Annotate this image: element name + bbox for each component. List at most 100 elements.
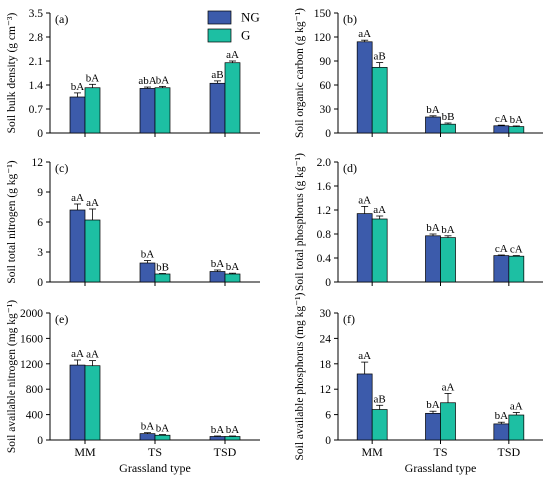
x-axis-title: Grassland type	[405, 461, 477, 475]
panel-d: 0 0.4 0.8 1.2 1.6 2.0 (d) Soil total phosphorus…	[294, 153, 543, 291]
y-axis-title: Soil available phosphorus (mg kg⁻¹)	[294, 292, 306, 460]
y-tick-label: 2000	[20, 308, 43, 320]
bar-g-ts	[154, 434, 171, 441]
significance-label: bA	[141, 421, 155, 433]
significance-label: bA	[441, 224, 455, 236]
y-tick-label: 1200	[20, 359, 43, 371]
legend-label-ng: NG	[241, 10, 260, 25]
y-tick-label: 0.4	[317, 253, 332, 265]
y-tick-label: 6	[325, 410, 331, 422]
y-tick-label: 1.2	[317, 205, 332, 217]
panel-e: 0 400 800 1200 1600 2000 (e) Soil available nit…	[6, 300, 260, 475]
significance-label: bB	[156, 262, 169, 274]
significance-label: bA	[71, 81, 85, 93]
y-axis-title: Soil available nitrogen (mg kg⁻¹)	[6, 300, 18, 453]
significance-label: bA	[141, 249, 155, 261]
significance-label: bB	[442, 111, 455, 123]
panels: 0 0.7 1.4 2.1 2.8 3.5 (a) Soil bulk density (g …	[6, 8, 543, 475]
bar-g-mm	[371, 218, 388, 283]
y-tick-label: 400	[26, 410, 44, 422]
x-tick-label: TS	[433, 445, 447, 459]
bar-ng-tsd	[493, 125, 510, 134]
y-tick-label: 800	[26, 384, 44, 396]
y-tick-label: 0	[37, 435, 43, 447]
y-tick-label: 0	[325, 277, 331, 289]
y-axis-title: Soil total nitrogen (g kg⁻¹)	[6, 160, 18, 283]
y-tick-label: 60	[320, 80, 332, 92]
bar-g-mm	[84, 219, 101, 283]
bar-ng-mm	[69, 364, 86, 441]
y-axis-title: Soil organic carbon (g kg⁻¹)	[294, 8, 306, 138]
y-axis-title: Soil total phosphorus (g kg⁻¹)	[294, 153, 306, 291]
y-tick-label: 0.7	[29, 104, 44, 116]
y-tick-label: 9	[37, 187, 43, 199]
bar-ng-mm	[356, 373, 373, 441]
bar-g-mm	[371, 409, 388, 441]
panel-label: (b)	[343, 12, 357, 26]
y-tick-label: 6	[37, 217, 43, 229]
y-tick-label: 0	[37, 277, 43, 289]
bar-ng-ts	[425, 235, 441, 283]
bar-ng-mm	[69, 209, 86, 283]
bar-g-mm	[84, 365, 101, 441]
panel-label: (e)	[55, 312, 68, 326]
significance-label: cA	[510, 244, 523, 256]
significance-label: aB	[211, 69, 223, 81]
bar-g-mm	[371, 67, 388, 134]
significance-label: bA	[495, 410, 509, 422]
bar-g-ts	[154, 87, 171, 134]
x-tick-label: MM	[74, 445, 96, 459]
bar-ng-mm	[356, 213, 373, 283]
significance-label: aA	[510, 400, 523, 412]
x-tick-label: TSD	[214, 445, 237, 459]
bar-ng-mm	[356, 41, 373, 134]
y-tick-label: 0	[37, 128, 43, 140]
significance-label: bA	[156, 423, 170, 435]
x-tick-label: TS	[148, 445, 162, 459]
significance-label: bA	[426, 399, 440, 411]
bar-g-tsd	[508, 126, 525, 134]
bar-g-mm	[84, 87, 101, 134]
significance-label: aA	[442, 381, 455, 393]
significance-label: aA	[71, 348, 84, 360]
y-tick-label: 18	[320, 359, 332, 371]
bar-ng-tsd	[209, 436, 226, 441]
y-tick-label: 150	[314, 8, 332, 20]
bar-ng-ts	[139, 88, 156, 134]
bar-g-tsd	[508, 414, 525, 441]
bar-ng-tsd	[209, 82, 226, 134]
bar-g-ts	[154, 273, 171, 283]
significance-label: aA	[71, 192, 84, 204]
legend-label-g: G	[241, 28, 250, 43]
bar-ng-tsd	[493, 255, 510, 283]
y-tick-label: 120	[314, 32, 332, 44]
significance-label: aA	[373, 204, 386, 216]
y-axis-title: Soil bulk density (g cm⁻³)	[6, 12, 18, 133]
bar-g-ts	[440, 123, 456, 134]
significance-label: bA	[156, 74, 170, 86]
y-tick-label: 30	[320, 104, 332, 116]
significance-label: bA	[226, 261, 240, 273]
significance-label: aB	[374, 51, 386, 63]
bar-ng-tsd	[209, 271, 226, 283]
legend-swatch-ng	[207, 10, 232, 25]
significance-label: bA	[211, 258, 225, 270]
y-tick-label: 3.5	[29, 8, 44, 20]
panel-label: (c)	[55, 161, 68, 175]
y-tick-label: 12	[32, 157, 44, 169]
bar-ng-tsd	[493, 423, 510, 441]
y-tick-label: 12	[320, 384, 332, 396]
significance-label: aA	[358, 28, 371, 40]
y-tick-label: 0	[325, 128, 331, 140]
x-axis-title: Grassland type	[119, 461, 191, 475]
y-tick-label: 1.6	[317, 181, 332, 193]
bar-ng-ts	[139, 433, 156, 441]
significance-label: aA	[358, 350, 371, 362]
y-tick-label: 90	[320, 56, 332, 68]
panel-label: (f)	[343, 312, 355, 326]
y-tick-label: 1600	[20, 333, 43, 345]
panel-f: 0 6 12 18 24 30 (f) Soil available phosphorus (…	[294, 292, 543, 475]
bar-ng-ts	[425, 116, 441, 134]
significance-label: bA	[426, 222, 440, 234]
